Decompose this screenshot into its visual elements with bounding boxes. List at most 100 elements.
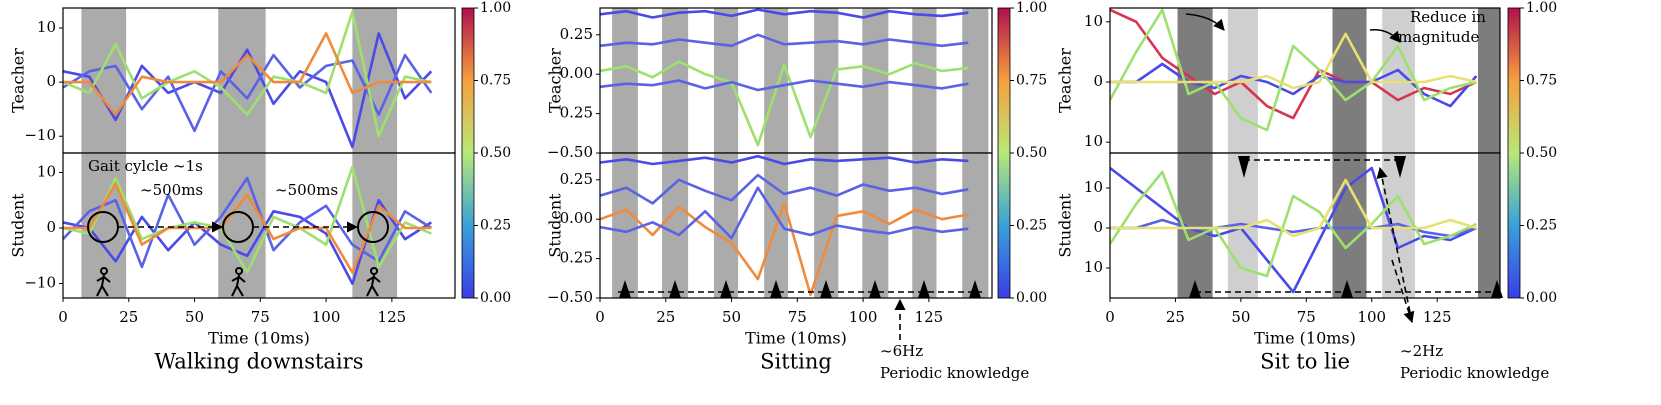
colorbar [461, 7, 475, 299]
series-line [1110, 166, 1477, 294]
axes-frame [1109, 152, 1501, 299]
y-tick-label: −10 [24, 274, 56, 292]
y-axis-label: Student [546, 193, 565, 258]
period-marker [770, 280, 782, 298]
y-tick-label: 0 [1093, 72, 1103, 90]
y-tick-label: 10 [1084, 132, 1103, 150]
highlight-band [662, 153, 689, 298]
colorbar-tick-label: 0.25 [1526, 218, 1557, 234]
highlight-band [218, 153, 266, 298]
y-tick-label: 10 [1084, 178, 1103, 196]
annotation: ~500ms [140, 181, 203, 199]
annotation: Periodic knowledge [880, 364, 1029, 382]
series-line [1110, 62, 1478, 108]
colorbar-tick-label: 0.75 [1016, 73, 1047, 89]
y-axis-label: Teacher [1056, 48, 1075, 113]
x-tick-label: 125 [378, 308, 407, 326]
colorbar-tick-label: 0.75 [480, 73, 511, 89]
x-axis-label: Time (10ms) [208, 329, 310, 348]
plot-area [1110, 8, 1500, 153]
panel-title: Sitting [760, 350, 832, 374]
highlight-band [764, 8, 789, 153]
y-tick-label: 0.00 [560, 64, 593, 82]
highlight-band [352, 8, 398, 153]
period-marker [869, 280, 881, 298]
colorbar [1507, 7, 1521, 299]
highlight-band [862, 153, 889, 298]
series-line [600, 79, 969, 92]
x-tick-label: 125 [1423, 308, 1452, 326]
series-line [600, 173, 969, 205]
period-marker [969, 280, 981, 298]
y-tick-label: 0.25 [560, 104, 593, 122]
colorbar-tick-label: 0.00 [480, 290, 511, 306]
panel-title: Sit to lie [1260, 350, 1350, 374]
colorbar-tick-label: 0.25 [480, 218, 511, 234]
x-tick-label: 75 [1297, 308, 1316, 326]
annotation: Gait cylcle ~1s [88, 157, 203, 175]
period-marker [1238, 156, 1250, 178]
walker-icon [231, 267, 246, 297]
y-tick-label: −0.50 [547, 288, 593, 306]
highlight-band [1478, 8, 1500, 153]
plot-area [63, 8, 433, 153]
y-tick-label: 0.25 [560, 25, 593, 43]
colorbar-tick-label: 1.00 [1016, 0, 1047, 16]
series-line [600, 154, 969, 166]
y-axis-label: Teacher [546, 48, 565, 113]
x-tick-label: 75 [788, 308, 807, 326]
x-tick-label: 25 [1166, 308, 1185, 326]
series-line [1110, 8, 1477, 120]
highlight-band [612, 8, 638, 153]
y-tick-label: 0.00 [560, 209, 593, 227]
curved-arrow [1185, 13, 1225, 31]
x-axis-label: Time (10ms) [745, 329, 847, 348]
period-marker [1491, 280, 1503, 298]
colorbar-tick-label: 1.00 [1526, 0, 1557, 16]
annotation: ~500ms [275, 181, 338, 199]
walker-icon [96, 267, 111, 297]
y-tick-label: 10 [1084, 258, 1103, 276]
series-line [600, 8, 969, 19]
highlight-band [862, 8, 889, 153]
colorbar-tick-label: 0.00 [1016, 290, 1047, 306]
highlight-band [912, 8, 937, 153]
y-tick-label: 0 [46, 72, 56, 90]
y-tick-label: 0.25 [560, 249, 593, 267]
period-marker [1394, 156, 1406, 178]
x-tick-label: 100 [312, 308, 341, 326]
series-line [1110, 170, 1477, 278]
period-marker [820, 280, 832, 298]
colorbar-tick-label: 0.75 [1526, 73, 1557, 89]
plot-area [600, 8, 989, 153]
x-tick-label: 125 [915, 308, 944, 326]
x-tick-label: 0 [595, 308, 605, 326]
series-line [600, 60, 969, 147]
series-line [63, 165, 432, 274]
colorbar [997, 7, 1011, 299]
series-line [600, 186, 969, 240]
x-tick-label: 50 [1231, 308, 1250, 326]
colorbar-tick-label: 0.25 [1016, 218, 1047, 234]
dashed-arrow [1391, 259, 1415, 324]
annotation: ~6Hz [880, 342, 923, 360]
x-tick-label: 25 [656, 308, 675, 326]
x-tick-label: 100 [849, 308, 878, 326]
axes-frame [599, 152, 993, 299]
y-tick-label: 0.25 [560, 170, 593, 188]
annotation: Periodic knowledge [1400, 364, 1549, 382]
x-axis-label: Time (10ms) [1254, 329, 1356, 348]
y-tick-label: 0 [46, 218, 56, 236]
y-tick-label: 10 [1084, 12, 1103, 30]
series-line [1110, 32, 1477, 90]
colorbar-tick-label: 0.50 [1016, 145, 1047, 161]
annotation: magnitude [1398, 28, 1480, 46]
y-axis-label: Student [1056, 193, 1075, 258]
walker-icon [366, 267, 381, 297]
series-line [63, 10, 432, 138]
panel-title: Walking downstairs [155, 350, 364, 374]
period-marker [669, 280, 681, 298]
x-tick-label: 0 [58, 308, 68, 326]
colorbar-tick-label: 0.50 [1526, 145, 1557, 161]
